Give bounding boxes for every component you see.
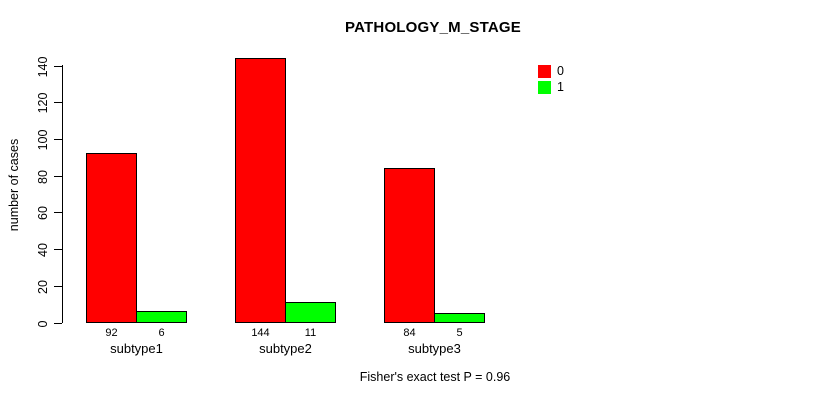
category-label-subtype3: subtype3 (408, 341, 461, 356)
bar-value-label: 6 (158, 327, 165, 339)
legend-item-0: 0 (538, 64, 564, 78)
bar-subtype1-0 (86, 153, 137, 323)
bar-subtype1-1 (136, 311, 187, 323)
y-tick (54, 323, 62, 324)
bar-value-label: 5 (456, 327, 463, 339)
legend-swatch-icon (538, 64, 551, 78)
y-tick-label: 100 (35, 129, 50, 150)
fisher-test-annotation: Fisher's exact test P = 0.96 (359, 370, 511, 384)
bar-subtype3-1 (434, 313, 485, 323)
legend-swatch-icon (538, 80, 551, 94)
y-tick (54, 139, 62, 140)
y-tick-label: 80 (35, 169, 50, 184)
y-tick (54, 249, 62, 250)
y-tick-label: 40 (35, 242, 50, 257)
y-axis-line (62, 65, 63, 323)
y-tick (54, 176, 62, 177)
bar-subtype3-0 (384, 168, 435, 323)
y-tick-label: 140 (35, 56, 50, 77)
y-tick (54, 102, 62, 103)
bar-subtype2-1 (285, 302, 336, 323)
y-axis-title: number of cases (7, 138, 21, 232)
y-tick (54, 212, 62, 213)
legend-item-1: 1 (538, 80, 564, 94)
bar-value-label: 11 (304, 327, 317, 339)
y-tick-label: 20 (35, 279, 50, 294)
chart-title: PATHOLOGY_M_STAGE (345, 19, 521, 36)
bar-value-label: 84 (403, 327, 416, 339)
y-tick (54, 286, 62, 287)
y-tick-label: 120 (35, 92, 50, 113)
legend-label: 1 (557, 79, 564, 94)
bar-value-label: 144 (251, 327, 270, 339)
y-tick-label: 60 (35, 205, 50, 220)
y-tick (54, 66, 62, 67)
category-label-subtype2: subtype2 (259, 341, 312, 356)
y-tick-label: 0 (35, 320, 50, 327)
legend-label: 0 (557, 63, 564, 78)
bar-subtype2-0 (235, 58, 286, 323)
category-label-subtype1: subtype1 (110, 341, 163, 356)
bar-value-label: 92 (105, 327, 118, 339)
